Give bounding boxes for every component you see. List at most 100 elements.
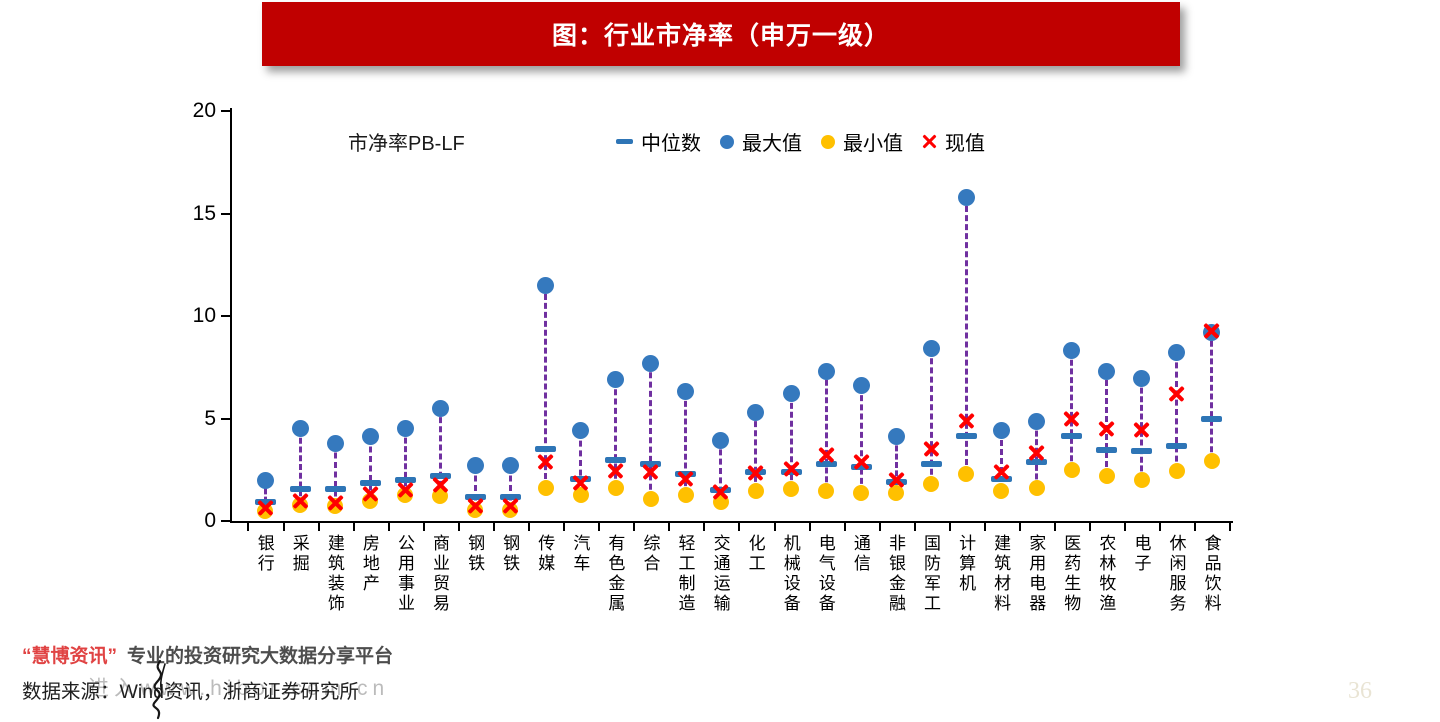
current-x bbox=[1133, 421, 1150, 438]
range-line bbox=[964, 197, 968, 474]
max-dot bbox=[1063, 342, 1081, 360]
min-dot bbox=[818, 483, 835, 500]
range-line bbox=[544, 285, 548, 489]
median-dash bbox=[1131, 448, 1153, 455]
median-dash bbox=[359, 480, 381, 487]
x-tick bbox=[317, 523, 320, 531]
current-x bbox=[537, 453, 554, 470]
category-label: 家用电器 bbox=[1026, 534, 1046, 614]
current-x bbox=[362, 486, 379, 503]
x-axis bbox=[230, 521, 1233, 523]
x-tick bbox=[843, 523, 846, 531]
category-label: 房地产 bbox=[359, 534, 379, 594]
category-label: 医药生物 bbox=[1061, 534, 1081, 614]
watermark-text: 进入www.hibor.com.cn bbox=[88, 677, 390, 700]
max-dot-icon bbox=[720, 134, 734, 149]
x-tick bbox=[1019, 523, 1021, 531]
range-line bbox=[263, 480, 267, 511]
current-x bbox=[747, 464, 764, 481]
range-line bbox=[1175, 352, 1179, 471]
x-tick bbox=[422, 523, 425, 531]
x-tick bbox=[387, 523, 390, 531]
range-line bbox=[333, 443, 337, 506]
legend-item-min: 最小值 bbox=[821, 127, 903, 156]
x-tick bbox=[983, 523, 986, 531]
current-x bbox=[1063, 410, 1080, 427]
y-tick bbox=[221, 520, 230, 522]
legend-item-max: 最大值 bbox=[720, 127, 802, 156]
range-line bbox=[298, 428, 302, 505]
x-tick bbox=[633, 523, 636, 531]
max-dot bbox=[677, 383, 695, 401]
chart-title: 图：行业市净率（申万一级） bbox=[551, 22, 890, 50]
median-dash bbox=[324, 486, 346, 493]
range-line bbox=[754, 412, 758, 492]
current-x bbox=[502, 497, 519, 514]
x-tick bbox=[1229, 523, 1232, 531]
max-dot bbox=[537, 276, 555, 294]
max-dot bbox=[747, 403, 765, 421]
range-line bbox=[684, 391, 688, 496]
category-label: 交通运输 bbox=[710, 534, 730, 614]
brand-name: “慧博资讯” bbox=[22, 646, 118, 667]
range-line bbox=[508, 465, 512, 510]
median-dash bbox=[1061, 432, 1083, 439]
category-label: 汽车 bbox=[570, 534, 590, 574]
x-tick bbox=[563, 523, 566, 531]
y-tick bbox=[221, 315, 230, 317]
category-label: 银行 bbox=[254, 534, 274, 574]
category-label: 国防军工 bbox=[921, 534, 941, 614]
x-tick bbox=[1124, 523, 1127, 531]
range-line bbox=[614, 379, 618, 489]
legend-label-current: 现值 bbox=[945, 133, 985, 155]
current-x bbox=[327, 494, 344, 511]
x-tick bbox=[738, 523, 741, 531]
median-dash bbox=[535, 446, 557, 453]
median-dash bbox=[955, 432, 977, 439]
range-line bbox=[438, 408, 442, 497]
max-dot bbox=[642, 354, 660, 372]
x-tick bbox=[913, 523, 916, 531]
y-tick bbox=[221, 212, 230, 215]
min-dot bbox=[1203, 452, 1220, 469]
median-dash bbox=[920, 460, 942, 467]
chart-legend: 中位数 最大值 最小值 现值 bbox=[616, 127, 985, 156]
range-line bbox=[824, 371, 828, 492]
min-dot bbox=[888, 485, 905, 502]
category-label: 采掘 bbox=[289, 534, 309, 574]
category-label: 建筑装饰 bbox=[324, 534, 344, 614]
category-label: 机械设备 bbox=[780, 534, 800, 614]
max-dot bbox=[1133, 370, 1151, 388]
max-dot bbox=[1098, 362, 1116, 380]
x-tick bbox=[773, 523, 776, 531]
y-tick bbox=[221, 110, 230, 112]
range-line bbox=[473, 465, 477, 510]
category-label: 电气设备 bbox=[815, 534, 835, 614]
range-line bbox=[403, 428, 407, 496]
current-x bbox=[1168, 385, 1185, 402]
chart-title-banner: 图：行业市净率（申万一级） bbox=[262, 2, 1180, 66]
max-dot bbox=[712, 431, 730, 449]
min-dot bbox=[923, 476, 940, 493]
current-x-icon bbox=[922, 134, 937, 149]
max-dot bbox=[782, 385, 800, 403]
max-dot bbox=[501, 457, 519, 475]
x-tick bbox=[457, 523, 460, 531]
x-tick bbox=[878, 523, 881, 531]
x-tick bbox=[528, 523, 531, 531]
range-line bbox=[1210, 332, 1214, 461]
x-tick bbox=[247, 523, 250, 531]
x-tick bbox=[492, 523, 495, 531]
range-line bbox=[649, 363, 653, 500]
current-x bbox=[432, 477, 449, 494]
median-dash bbox=[605, 456, 627, 463]
category-label: 综合 bbox=[640, 534, 660, 574]
min-dot bbox=[642, 491, 659, 508]
min-dot bbox=[1028, 480, 1045, 497]
min-dot bbox=[783, 481, 800, 498]
max-dot bbox=[922, 340, 940, 358]
range-line bbox=[929, 348, 933, 485]
min-dot bbox=[1063, 461, 1080, 478]
min-dot bbox=[607, 480, 624, 497]
